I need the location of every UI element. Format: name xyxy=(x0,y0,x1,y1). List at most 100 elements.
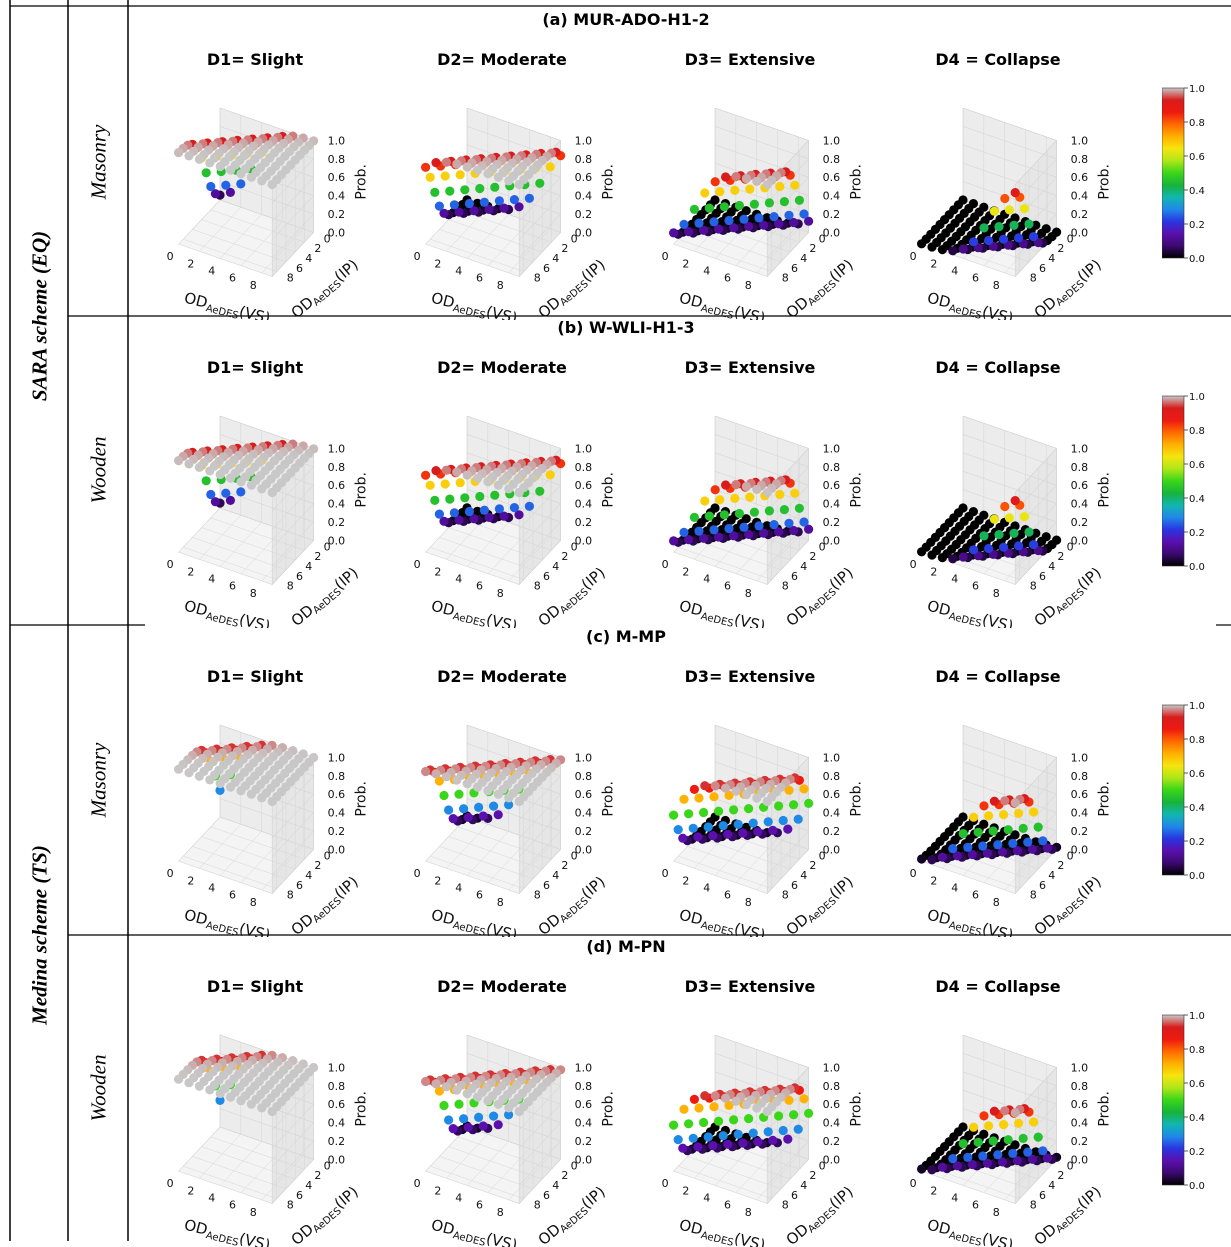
data-point xyxy=(434,776,444,786)
z-tick-label: 0.6 xyxy=(823,1098,841,1111)
y-axis-label-part: AeDES xyxy=(1054,896,1086,926)
data-point xyxy=(762,1106,772,1117)
data-point xyxy=(700,1091,710,1101)
grid-line xyxy=(183,546,277,580)
data-point xyxy=(1042,1153,1052,1163)
data-point xyxy=(1014,541,1024,551)
x-tick-label: 0 xyxy=(662,1177,669,1190)
data-point xyxy=(1009,528,1019,538)
grid-line xyxy=(446,1134,488,1179)
data-point xyxy=(1027,844,1037,854)
data-point xyxy=(804,1108,814,1118)
data-point xyxy=(729,531,739,541)
grid-line xyxy=(199,1134,241,1179)
data-point xyxy=(460,185,470,195)
z-tick-label: 0.6 xyxy=(575,1098,593,1111)
x-axis-label-part: OD xyxy=(677,1216,704,1239)
grid-line xyxy=(210,209,305,243)
y-axis-label-part: AeDES xyxy=(1054,279,1086,309)
grid-line xyxy=(687,1156,782,1190)
grid-line xyxy=(756,536,799,582)
data-point xyxy=(478,811,488,821)
z-axis-label: Prob. xyxy=(1097,1091,1113,1127)
data-point xyxy=(440,171,450,181)
data-point xyxy=(768,825,778,835)
x-tick-label: 0 xyxy=(414,250,421,263)
colorbar-tick-label: 0.2 xyxy=(1189,837,1205,848)
grid-line xyxy=(220,522,262,567)
scatter-panel: 0.00.20.40.60.81.0Prob.0246802468ODAeDES… xyxy=(910,415,1113,628)
z-tick-label: 0.2 xyxy=(328,825,346,838)
data-point xyxy=(704,511,714,521)
grid-line xyxy=(240,1148,283,1193)
data-point xyxy=(1014,1118,1024,1128)
x-axis-label-part: (VS) xyxy=(484,302,519,320)
data-point xyxy=(1004,205,1014,215)
data-point xyxy=(184,459,194,469)
x-axis-label-part: AeDES xyxy=(205,920,240,937)
data-point xyxy=(753,827,763,837)
y-tick-label: 4 xyxy=(800,560,807,573)
scatter-panel: 0.00.20.40.60.81.0Prob.0246802468ODAeDES… xyxy=(662,1034,865,1247)
data-point xyxy=(535,486,545,496)
data-point xyxy=(734,200,744,211)
data-point xyxy=(454,1099,464,1109)
data-point xyxy=(969,812,979,822)
y-axis-label-part: AeDES xyxy=(806,279,838,309)
grid-line xyxy=(210,826,305,860)
data-point xyxy=(745,184,755,194)
data-point xyxy=(789,217,799,228)
data-point xyxy=(174,456,184,466)
data-point xyxy=(754,521,764,531)
y-tick-label: 8 xyxy=(287,272,294,285)
z-tick-label: 0.2 xyxy=(575,516,593,529)
data-point xyxy=(499,511,509,521)
grid-line xyxy=(192,537,287,571)
data-point xyxy=(205,158,215,168)
data-point xyxy=(206,489,216,500)
z-tick-label: 0.6 xyxy=(328,479,346,492)
x-tick-label: 6 xyxy=(476,580,483,593)
data-point xyxy=(1018,1133,1028,1143)
z-tick-label: 0.6 xyxy=(575,171,593,184)
y-tick-label: 0 xyxy=(819,849,826,862)
x-axis-label-part: AeDES xyxy=(452,303,487,320)
data-point xyxy=(514,179,524,190)
x-tick-label: 6 xyxy=(229,580,236,593)
data-point xyxy=(778,815,788,826)
data-point xyxy=(963,1152,973,1162)
data-point xyxy=(937,1162,947,1172)
data-point xyxy=(1029,807,1039,817)
x-tick-label: 6 xyxy=(476,1199,483,1212)
z-tick-label: 1.0 xyxy=(1071,442,1089,455)
grid-line xyxy=(466,1126,561,1160)
data-point xyxy=(257,484,267,494)
row-title: (d) M-PN xyxy=(586,937,666,956)
data-point xyxy=(739,214,749,224)
grid-line xyxy=(430,238,524,272)
x-axis-label-part: (VS) xyxy=(237,919,272,937)
z-axis-label: Prob. xyxy=(601,164,617,200)
x-tick-label: 8 xyxy=(993,1206,1000,1219)
data-point xyxy=(493,810,503,820)
z-tick-label: 0.4 xyxy=(1071,498,1089,511)
data-point xyxy=(463,1122,473,1132)
z-tick-label: 0.2 xyxy=(823,825,841,838)
data-point xyxy=(454,515,464,525)
data-point xyxy=(989,1106,999,1116)
colorbar-tick-label: 0.4 xyxy=(1189,1113,1205,1124)
x-tick-label: 8 xyxy=(250,896,257,909)
data-point xyxy=(969,545,979,555)
colorbar: 0.0 0.2 0.4 0.6 0.8 1.0 xyxy=(1162,392,1205,573)
data-point xyxy=(479,197,489,207)
data-point xyxy=(514,202,524,212)
x-tick-label: 4 xyxy=(703,573,710,586)
y-tick-label: 0 xyxy=(571,1159,578,1172)
x-axis-label-part: OD xyxy=(677,289,704,312)
x-axis-label-part: OD xyxy=(182,597,209,620)
data-point xyxy=(778,1125,788,1136)
x-axis-label-part: AeDES xyxy=(948,303,983,320)
x-tick-label: 4 xyxy=(208,1192,215,1205)
grid-line xyxy=(487,529,530,574)
